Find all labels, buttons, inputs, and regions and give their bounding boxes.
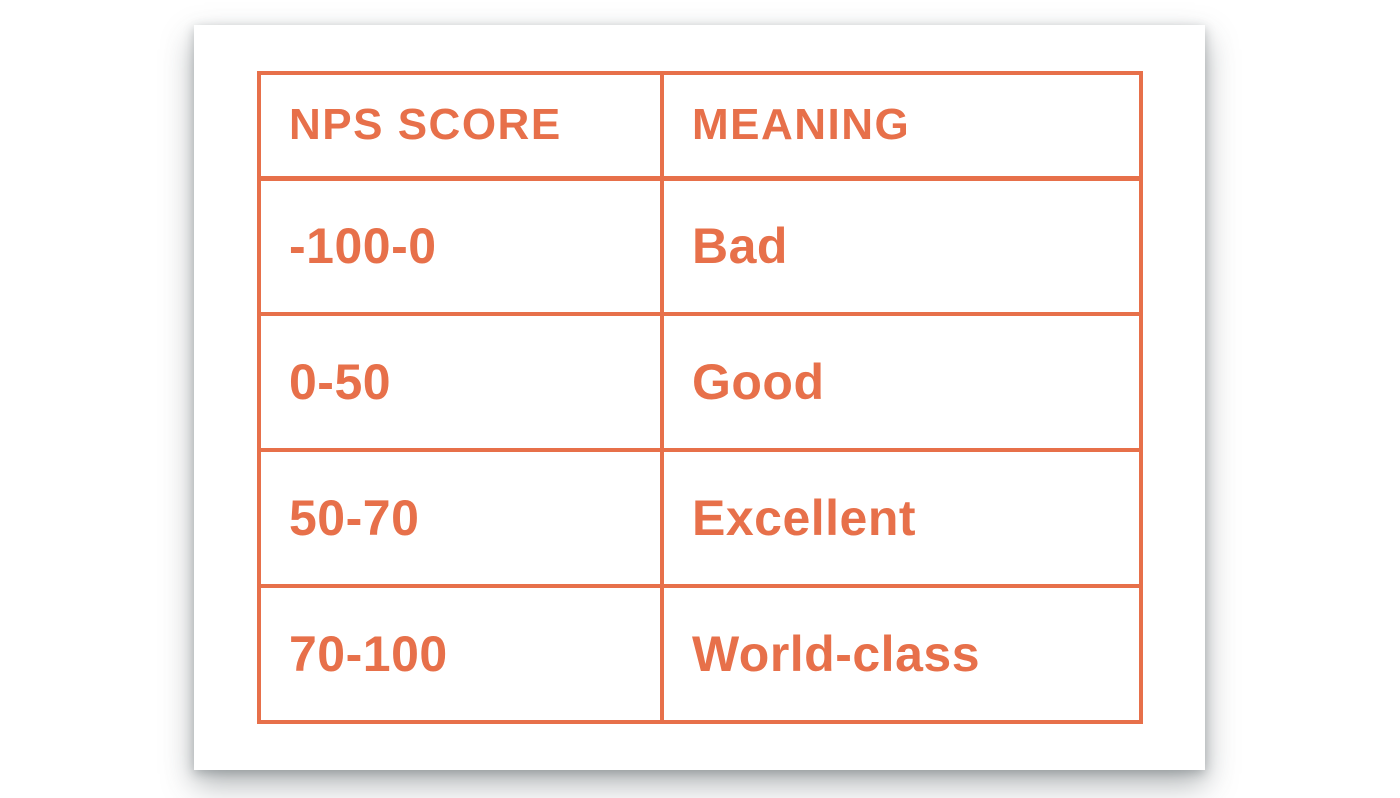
table-row: 0-50 Good <box>257 312 1143 452</box>
score-cell: 0-50 <box>257 312 664 452</box>
table-row: 50-70 Excellent <box>257 448 1143 588</box>
score-cell: -100-0 <box>257 176 664 316</box>
card: NPS SCORE MEANING -100-0 Bad 0-50 Good 5… <box>194 25 1205 770</box>
table-header-row: NPS SCORE MEANING <box>257 71 1143 181</box>
nps-score-table: NPS SCORE MEANING -100-0 Bad 0-50 Good 5… <box>257 71 1143 724</box>
score-cell: 70-100 <box>257 584 664 724</box>
meaning-cell: Excellent <box>660 448 1143 588</box>
table-row: -100-0 Bad <box>257 176 1143 316</box>
column-header-meaning: MEANING <box>660 71 1143 181</box>
table-row: 70-100 World-class <box>257 584 1143 724</box>
meaning-cell: Good <box>660 312 1143 452</box>
meaning-cell: Bad <box>660 176 1143 316</box>
score-cell: 50-70 <box>257 448 664 588</box>
column-header-nps-score: NPS SCORE <box>257 71 664 181</box>
meaning-cell: World-class <box>660 584 1143 724</box>
